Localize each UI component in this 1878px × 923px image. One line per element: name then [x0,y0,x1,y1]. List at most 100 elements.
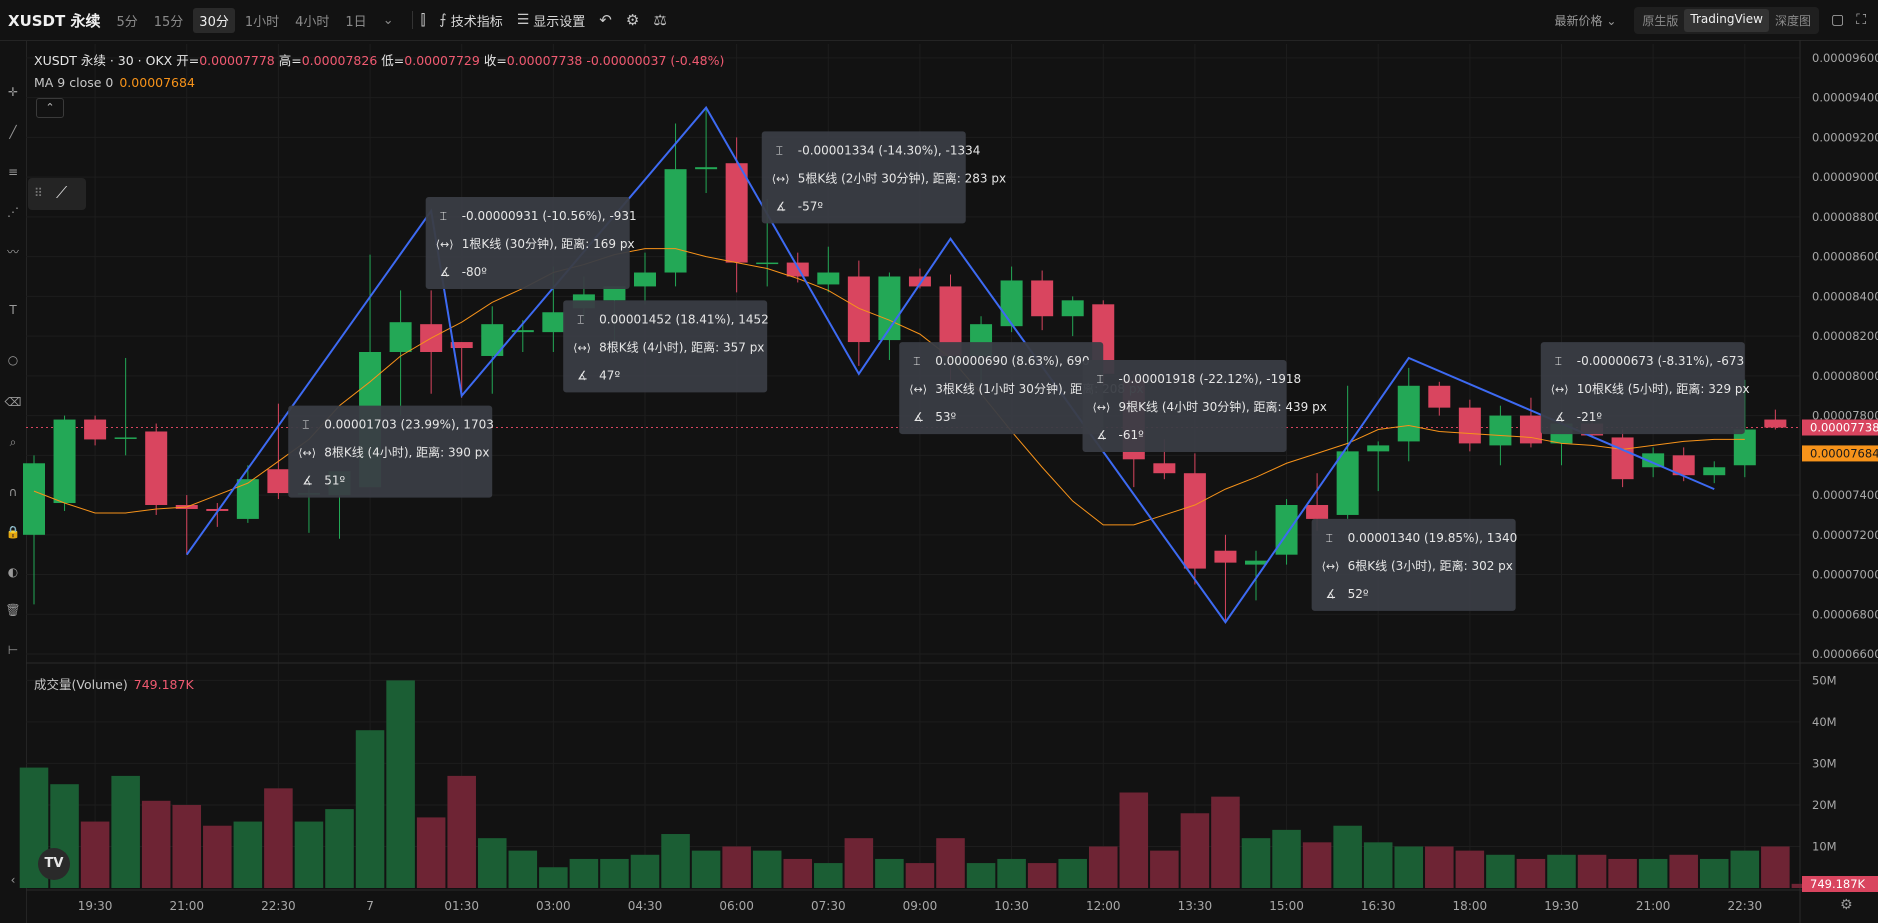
volume-bar [966,863,996,888]
price-axis-label: 0.00008400 [1812,289,1878,303]
candle [1275,499,1298,565]
magnet-icon[interactable]: ∩ [8,485,18,499]
drag-grip-icon[interactable]: ⠿ [34,186,43,200]
candle [1764,409,1787,430]
indicators-label: 技术指标 [450,14,503,30]
candle [114,357,137,456]
crosshair-icon[interactable]: ✛ [7,85,19,99]
tradingview-logo: TV [38,848,70,880]
view-tradingview[interactable]: TradingView [1684,8,1769,32]
measure-box-bg [425,197,630,290]
timeframe-1d[interactable]: 1日 [345,14,367,30]
view-depth[interactable]: 深度图 [1774,13,1811,28]
time-axis-label: 22:30 [261,899,296,913]
indicators-button[interactable]: ⨍ 技术指标 [439,11,502,30]
candle [695,109,718,194]
time-axis-label: 04:30 [628,899,663,913]
volume-bar [1241,838,1271,888]
candle-body [786,262,809,277]
ma-price-badge [1802,445,1878,462]
volume-bar [875,858,904,888]
volume-bar [783,858,813,888]
text-icon[interactable]: T [9,303,17,317]
measure-bars-distance: 8根K线 (4小时), 距离: 357 px [599,339,764,354]
legend-collapse-button[interactable]: ⌃ [36,98,64,118]
zoom-icon[interactable]: ⌕ [9,435,17,449]
timeframe-15m[interactable]: 15分 [153,14,184,30]
trend-line-tool-icon[interactable]: ⟋ [56,183,68,202]
time-axis-label: 15:00 [1269,899,1304,913]
measure-box-bg [761,131,966,224]
volume-bar [1761,846,1790,888]
candle [1733,379,1756,478]
active-tool-chip[interactable]: ⠿ ⟋ [28,178,86,210]
volume-bar [355,730,385,888]
candle-body [1306,505,1329,519]
volume-bar [936,838,965,888]
pattern-icon[interactable]: ⋰ [7,205,19,219]
scale-icon[interactable]: ⚖ [653,11,667,29]
timeframe-more-chevron-icon[interactable]: ⌄ [382,12,394,28]
measure-bars-icon: ⟨↔⟩ [573,341,591,354]
measure-bars-distance: 5根K线 (2小时 30分钟), 距离: 283 px [798,170,1006,185]
volume-bar [1150,850,1179,888]
volume-bar [1699,858,1729,888]
price-mode-select[interactable]: 最新价格 ⌄ [1554,13,1617,28]
candle [1061,296,1084,337]
volume-axis-label: 40M [1812,715,1837,729]
display-settings-button[interactable]: ☰ 显示设置 [517,11,586,30]
volume-bar [111,775,140,888]
candle [725,137,748,293]
volume-bar [1669,854,1698,888]
timeframe-1h[interactable]: 1小时 [244,14,280,30]
symbol-selector[interactable]: XUSDT 永续 [8,11,101,30]
legend-close-label: 收= [483,53,507,68]
legend-high: 0.00007826 [301,53,378,68]
eraser-icon[interactable]: ⌫ [4,395,22,409]
volume-bar [1547,854,1576,888]
view-native[interactable]: 原生版 [1642,13,1679,28]
timeframe-4h[interactable]: 4小时 [295,14,330,30]
lock-icon[interactable]: 🔒 [5,525,21,539]
ruler-icon[interactable]: ⊢ [7,643,19,657]
candle-body [542,312,565,333]
candle-body [206,508,229,511]
trash-icon[interactable]: 🗑 [5,603,21,617]
time-axis-label: 19:30 [78,899,113,913]
axis-settings-gear-icon[interactable]: ⚙ [1840,897,1853,913]
timeframe-30m[interactable]: 30分 [193,7,235,33]
measure-angle-icon: ∡ [913,410,924,424]
fullscreen-icon[interactable]: ⛶ [1856,12,1866,28]
brush-icon[interactable]: 〰 [6,245,19,259]
candle-type-icon[interactable]: ⫿ [420,11,426,29]
measure-angle-icon: ∡ [1326,587,1337,601]
candle [267,403,290,500]
price-axis-label: 0.00006600 [1812,647,1878,661]
visibility-icon[interactable]: ◐ [7,565,19,579]
collapse-toolbar-icon[interactable]: ‹ [10,873,16,887]
circle-icon[interactable]: ○ [7,353,19,367]
measure-box: ⌶ 0.00001340 (19.85%), 1340 ⟨↔⟩ 6根K线 (3小时),… [1311,518,1517,611]
volume-bar [1058,858,1087,888]
timeframe-5m[interactable]: 5分 [116,14,138,30]
legend-change: -0.00000037 (-0.48%) [586,53,725,68]
volume-bar [997,858,1026,888]
trend-line-icon[interactable]: ╱ [9,125,17,139]
measure-angle-icon: ∡ [1555,410,1566,424]
candle-body [1611,437,1634,480]
legend-high-label: 高= [278,53,302,68]
candle-body [725,163,748,263]
measure-angle-icon: ∡ [302,474,313,488]
gear-icon[interactable]: ⚙ [625,11,640,29]
window-icon[interactable]: ▢ [1830,12,1845,28]
candle [1183,453,1206,585]
candle-body [817,272,840,285]
measure-price-change: -0.00000673 (-8.31%), -673 [1577,354,1744,368]
volume-bar [1486,854,1515,888]
undo-icon[interactable]: ↶ [599,11,612,29]
volume-bar [1577,854,1607,888]
fib-icon[interactable]: ≡ [7,165,19,179]
price-axis-label: 0.00007000 [1812,568,1878,582]
measure-angle: 52º [1348,587,1369,601]
